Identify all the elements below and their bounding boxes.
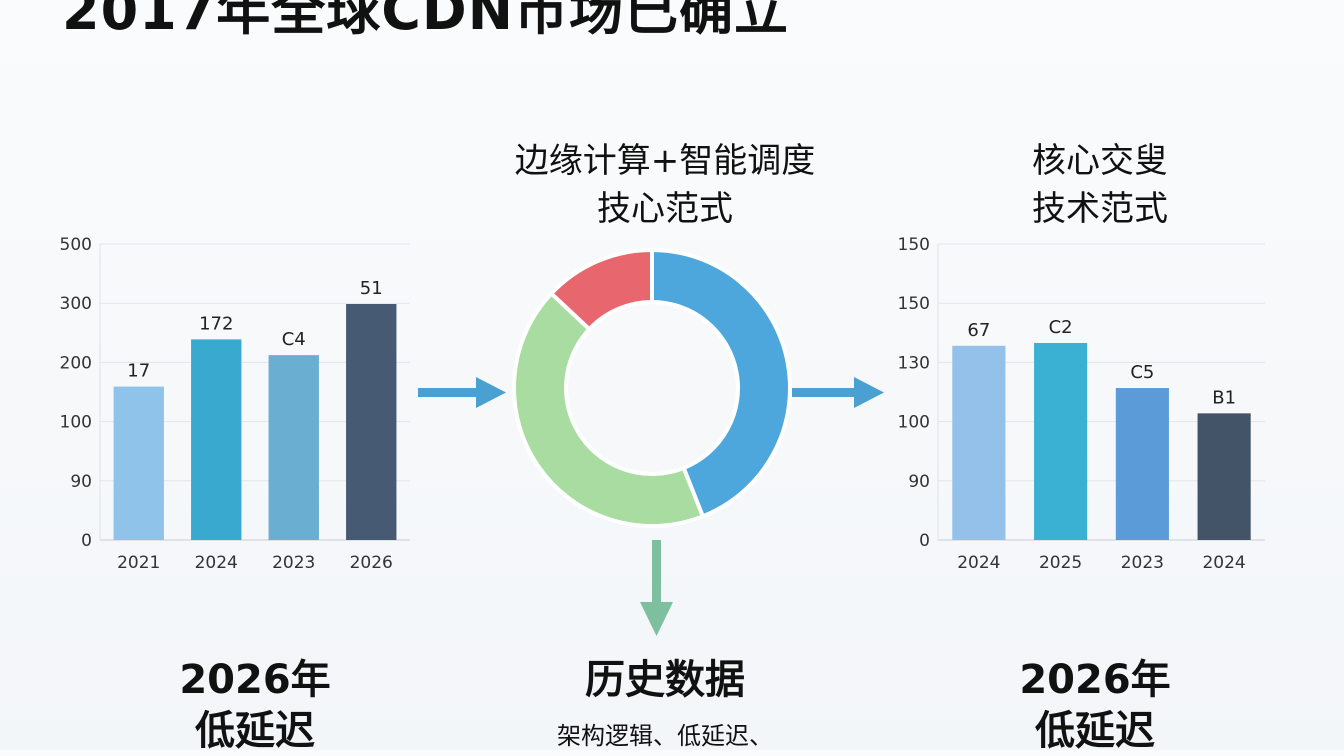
right-chart-y-tick-label: 150	[898, 294, 930, 314]
left-chart-x-tick-label: 2023	[272, 553, 315, 573]
left-chart-data-label: 17	[127, 361, 150, 382]
left-chart-x-tick-label: 2026	[350, 553, 393, 573]
arrow-right-icon-2	[792, 377, 884, 408]
left-chart-y-tick-label: 0	[81, 531, 92, 551]
right-chart-x-tick-label: 2024	[957, 553, 1000, 573]
right-footer-line2: 低延迟	[1035, 708, 1155, 754]
left-chart-data-label: 172	[199, 313, 233, 334]
left-bar-chart: 0 90 100 200 300 500 17 2021 172 2024 C4 2023 51 2026	[60, 235, 410, 573]
left-chart-y-tick-label: 500	[60, 235, 92, 255]
right-chart-data-label: C2	[1049, 317, 1073, 338]
page-title: 2017年全球CDN市场已确立	[62, 0, 789, 42]
right-chart-data-label: B1	[1212, 387, 1236, 408]
left-chart-x-tick-label: 2021	[117, 553, 160, 573]
right-chart-y-tick-label: 150	[898, 235, 930, 255]
left-chart-data-label: C4	[282, 329, 306, 350]
right-heading-line2: 技术范式	[1032, 189, 1168, 229]
right-chart-bar	[952, 345, 1006, 540]
center-heading-line1: 边缘计算+智能调度	[514, 141, 816, 181]
right-chart-x-tick-label: 2023	[1121, 553, 1164, 573]
right-chart-y-tick-label: 100	[898, 413, 930, 433]
left-chart-y-tick-label: 300	[60, 294, 92, 314]
right-bar-chart: 0 90 100 130 150 150 67 2024 C2 2025 C5 2023 B1 2024	[898, 235, 1265, 573]
center-footer-sub: 架构逻辑、低延迟、	[557, 722, 773, 750]
right-chart-bar	[1034, 343, 1088, 540]
left-chart-y-tick-label: 100	[60, 413, 92, 433]
left-chart-bar	[113, 386, 164, 540]
arrow-down-icon	[640, 540, 673, 636]
left-footer-line1: 2026年	[179, 657, 331, 703]
right-chart-y-tick-label: 0	[919, 531, 930, 551]
left-chart-bar	[191, 339, 242, 540]
donut-slice	[548, 247, 654, 332]
left-chart-y-tick-label: 90	[70, 472, 92, 492]
center-footer-title: 历史数据	[585, 657, 745, 703]
right-chart-bar	[1197, 413, 1251, 540]
right-footer-line1: 2026年	[1019, 657, 1171, 703]
left-chart-y-tick-label: 200	[60, 353, 92, 373]
right-chart-y-tick-label: 90	[908, 472, 930, 492]
left-chart-x-tick-label: 2024	[195, 553, 238, 573]
right-chart-x-tick-label: 2025	[1039, 553, 1082, 573]
donut-slice	[512, 290, 706, 528]
right-chart-bar	[1115, 388, 1169, 540]
center-heading-line2: 技心范式	[597, 189, 733, 229]
right-chart-y-tick-label: 130	[898, 353, 930, 373]
right-chart-x-tick-label: 2024	[1202, 553, 1245, 573]
left-chart-bar	[268, 355, 319, 540]
right-heading-line1: 核心交叟	[1032, 141, 1168, 181]
right-chart-data-label: 67	[967, 320, 990, 341]
donut-slice	[650, 247, 792, 519]
donut-chart	[512, 247, 792, 528]
left-footer-line2: 低延迟	[195, 708, 315, 754]
left-chart-data-label: 51	[360, 278, 383, 299]
right-chart-data-label: C5	[1130, 362, 1154, 383]
arrow-right-icon	[418, 377, 506, 408]
left-chart-bar	[346, 304, 397, 540]
